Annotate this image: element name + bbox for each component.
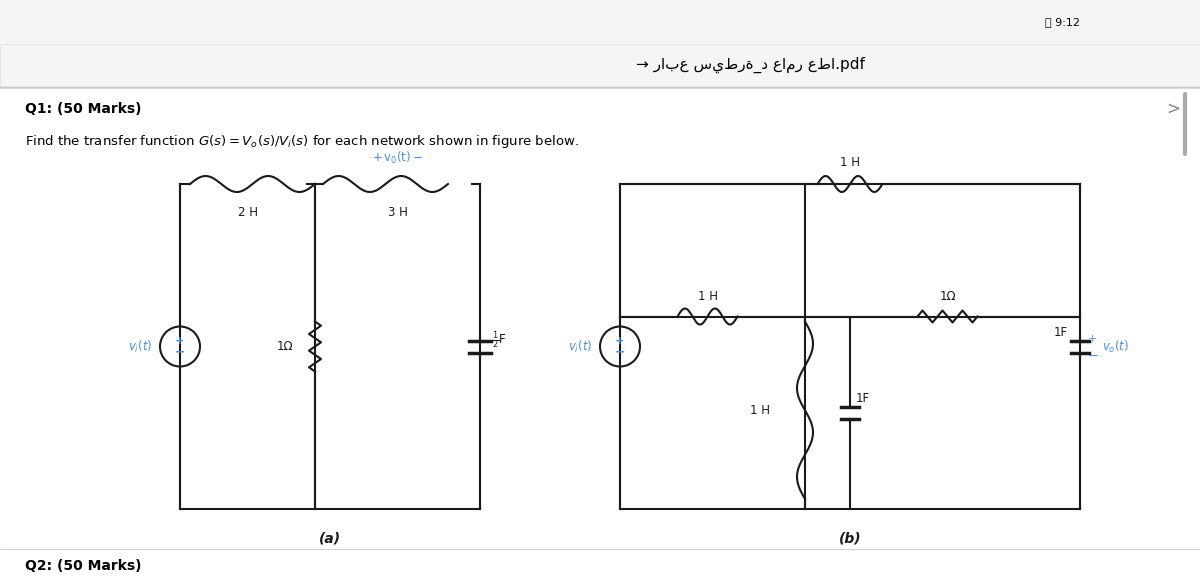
Text: 1Ω: 1Ω <box>276 340 293 353</box>
Text: +: + <box>175 336 185 346</box>
Text: ค 9:12: ค 9:12 <box>1045 17 1080 27</box>
Text: −: − <box>1088 350 1098 363</box>
FancyBboxPatch shape <box>0 44 1200 86</box>
Text: $+\,\mathrm{v_0(t)}-$: $+\,\mathrm{v_0(t)}-$ <box>372 150 424 166</box>
Text: 1 H: 1 H <box>750 404 770 417</box>
Text: 1 H: 1 H <box>697 290 718 303</box>
Text: Find the transfer function $G(s) = V_o(s)/V_i(s)$ for each network shown in figu: Find the transfer function $G(s) = V_o(s… <box>25 134 578 151</box>
Text: $v_i(t)$: $v_i(t)$ <box>127 339 152 354</box>
Text: 1 H: 1 H <box>840 156 860 169</box>
Text: >: > <box>1166 100 1180 118</box>
Text: $v_i(t)$: $v_i(t)$ <box>568 339 592 354</box>
Text: 2 H: 2 H <box>238 206 258 219</box>
Text: Q2: (50 Marks): Q2: (50 Marks) <box>25 559 142 573</box>
Text: −: − <box>175 346 185 359</box>
Text: 1F: 1F <box>1054 325 1068 339</box>
FancyBboxPatch shape <box>0 24 1200 584</box>
Text: 3 H: 3 H <box>388 206 408 219</box>
Text: +: + <box>1088 333 1097 343</box>
Text: Q1: (50 Marks): Q1: (50 Marks) <box>25 102 142 116</box>
Text: (b): (b) <box>839 531 862 545</box>
Text: −: − <box>614 346 625 359</box>
Text: +: + <box>616 336 625 346</box>
Text: (a): (a) <box>319 531 341 545</box>
Text: $v_o(t)$: $v_o(t)$ <box>1102 339 1129 354</box>
Text: 1Ω: 1Ω <box>940 290 956 303</box>
FancyBboxPatch shape <box>0 0 1200 44</box>
Text: $\frac{1}{2}$F: $\frac{1}{2}$F <box>492 329 506 352</box>
Text: → رابع سيطرة_د عامر عطا.pdf: → رابع سيطرة_د عامر عطا.pdf <box>636 57 864 73</box>
Text: 1F: 1F <box>856 392 870 405</box>
